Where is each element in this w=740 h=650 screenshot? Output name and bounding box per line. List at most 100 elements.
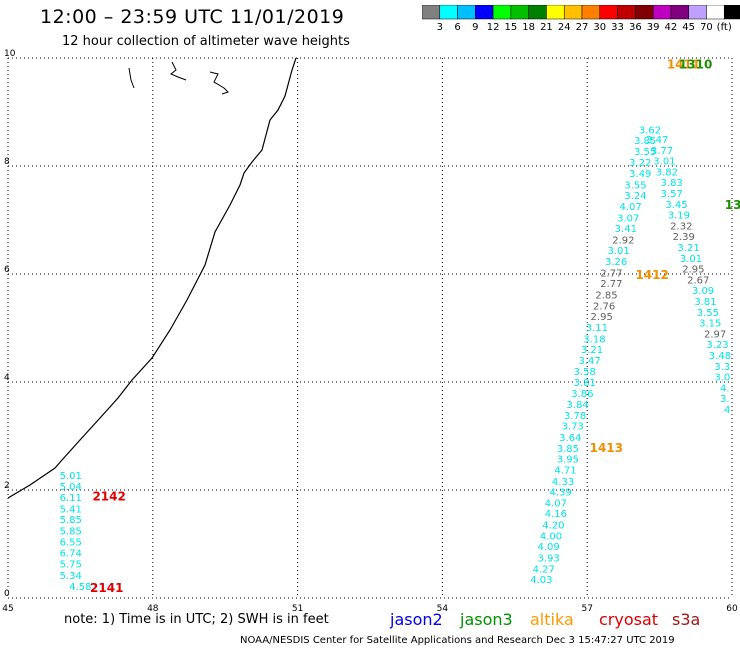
lat-tick-label: 2 [4,481,10,491]
scale-tick-label: 33 [611,22,624,33]
swh-value: 3.73 [562,422,584,433]
pass-time-label: 1413 [590,441,623,455]
swh-value: 3.84 [566,400,588,411]
swh-value: 2.39 [673,232,695,243]
swh-value: 3.09 [692,286,714,297]
swh-value: 3.24 [624,191,646,202]
swh-value: 3.85 [634,136,656,147]
scale-tick-label: 15 [504,22,518,33]
swh-value: 4.16 [545,509,567,520]
swh-value: 4.03 [530,575,552,586]
swh-value: 5.85 [60,527,82,538]
swh-value: 4.33 [552,477,574,488]
swh-value: 3.57 [661,189,683,200]
lat-tick-label: 4 [4,373,10,383]
swh-value: 5.34 [60,571,82,582]
swh-value: 3.49 [629,169,651,180]
swh-value: 5.04 [60,482,82,493]
swh-value: 2.92 [612,235,634,246]
pass-time-label: 1412 [635,268,668,282]
lon-tick-label: 54 [437,604,449,614]
scale-tick-label: 3 [436,22,443,33]
swh-value: 3.81 [574,378,596,389]
swh-value: 4.58 [69,582,91,593]
swh-value: 4.09 [537,542,559,553]
pass-time-label: 13 [725,198,740,212]
swh-value: 3.26 [605,257,627,268]
swh-value: 3.0 [714,373,730,384]
swh-value: 4.07 [620,202,642,213]
lat-tick-label: 0 [4,589,10,599]
swh-value: 3.77 [651,146,673,157]
swh-value: 4.71 [554,465,576,476]
swh-value: 4.27 [533,564,555,575]
swh-value: 3.18 [583,334,605,345]
scale-tick-label: 6 [454,22,461,33]
scale-tick-label: 24 [557,22,571,33]
swh-value: 4. [720,383,730,394]
swh-value: 3.82 [656,167,678,178]
swh-value: 3.48 [709,351,731,362]
scale-tick-label: 36 [628,22,642,33]
swh-value: 3.86 [571,389,593,400]
credit-line: NOAA/NESDIS Center for Satellite Applica… [240,635,675,646]
swh-value: 3.01 [680,254,702,265]
scale-tick-label: 30 [593,22,607,33]
scale-tick-label: 70 [700,22,713,33]
pass-time-label: 1310 [679,57,712,71]
swh-value: 5.41 [60,504,82,515]
swh-value: 2.67 [687,275,709,286]
scale-swatch [723,5,740,20]
swh-value: 3.64 [559,433,581,444]
swh-value: 2.95 [591,312,613,323]
swh-value: 3.55 [624,180,646,191]
swh-value: 5.01 [60,471,82,482]
swh-value: 2.85 [595,291,617,302]
swh-value: 3.11 [586,323,608,334]
island [170,61,187,81]
lon-tick-label: 48 [147,604,159,614]
color-scale-bar [422,5,740,20]
swh-value: 4 [724,405,730,416]
swh-value: 2.32 [670,221,692,232]
scale-tick-label: 21 [540,22,553,33]
lon-tick-label: 51 [292,604,303,614]
swh-value: 4.20 [542,521,564,532]
swh-value: 3.45 [665,200,687,211]
map-title: 12:00 – 23:59 UTC 11/01/2019 [40,6,345,28]
swh-value: 3.21 [677,243,699,254]
lon-tick-label: 60 [726,604,738,614]
swh-value: 3.58 [574,367,596,378]
legend-altika: altika [530,610,574,629]
legend-jason3: jason3 [460,610,513,629]
swh-value: 3.01 [653,157,675,168]
lat-tick-label: 6 [4,265,10,275]
scale-tick-label: 12 [486,22,500,33]
scale-tick-label: 18 [522,22,536,33]
swh-value: 3.15 [699,319,721,330]
swh-value: 6.11 [60,493,82,504]
lat-tick-label: 8 [4,157,10,167]
swh-value: 3.95 [557,455,579,466]
pass-time-label: 1411 [667,57,700,71]
pass-time-label: 2141 [90,581,123,595]
swh-value: 3.83 [661,178,683,189]
scale-tick-label: 45 [682,22,696,33]
footnote: note: 1) Time is in UTC; 2) SWH is in fe… [64,612,329,627]
legend-s3a: s3a [672,610,701,629]
swh-value: 3.47 [578,356,600,367]
scale-tick-label: 39 [646,22,660,33]
swh-value: 3.07 [617,213,639,224]
lat-tick-label: 10 [4,49,16,59]
swh-value: 3.23 [706,340,728,351]
swh-value: 2.76 [593,301,615,312]
scale-tick-label: 9 [472,22,479,33]
swh-value: 4.00 [540,531,562,542]
color-scale-ticks: 3 6 9 12 15 18 21 24 27 30 33 36 39 42 45 70 (ft) [422,22,740,36]
swh-value: 2.77 [600,268,622,279]
swh-value: 5.85 [60,515,82,526]
swh-value: 3.19 [668,211,690,222]
lon-tick-label: 45 [2,604,13,614]
swh-value: 4.39 [550,488,572,499]
